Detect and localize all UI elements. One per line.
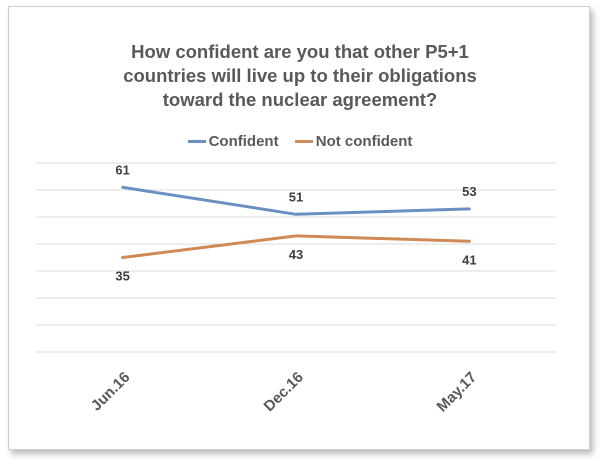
data-label: 51	[289, 189, 303, 204]
chart-title-line-1: How confident are you that other P5+1	[131, 41, 469, 62]
data-label: 53	[462, 184, 476, 199]
data-label: 35	[115, 269, 129, 284]
chart-title-line-3: toward the nuclear agreement?	[162, 89, 438, 110]
chart-title-line-2: countries will live up to their obligati…	[123, 65, 477, 86]
x-tick-label: Dec.16	[261, 369, 307, 415]
data-label: 43	[289, 247, 303, 262]
x-tick-label: Jun.16	[88, 369, 134, 415]
legend-swatch-not-confident	[294, 140, 313, 143]
data-label: 41	[462, 252, 476, 267]
series-line-not-confident	[121, 234, 471, 259]
series-line-confident	[121, 185, 471, 216]
legend-label-confident: Confident	[208, 133, 279, 150]
legend-item-confident: Confident	[187, 133, 279, 150]
legend-label-not-confident: Not confident	[315, 133, 413, 150]
chart-legend: Confident Not confident	[0, 130, 600, 150]
legend-swatch-confident	[187, 140, 206, 143]
chart-title: How confident are you that other P5+1 co…	[0, 40, 600, 112]
chart-frame	[8, 6, 590, 450]
legend-item-not-confident: Not confident	[294, 133, 413, 150]
x-tick-label: May.17	[434, 369, 481, 416]
data-label: 61	[115, 162, 129, 177]
